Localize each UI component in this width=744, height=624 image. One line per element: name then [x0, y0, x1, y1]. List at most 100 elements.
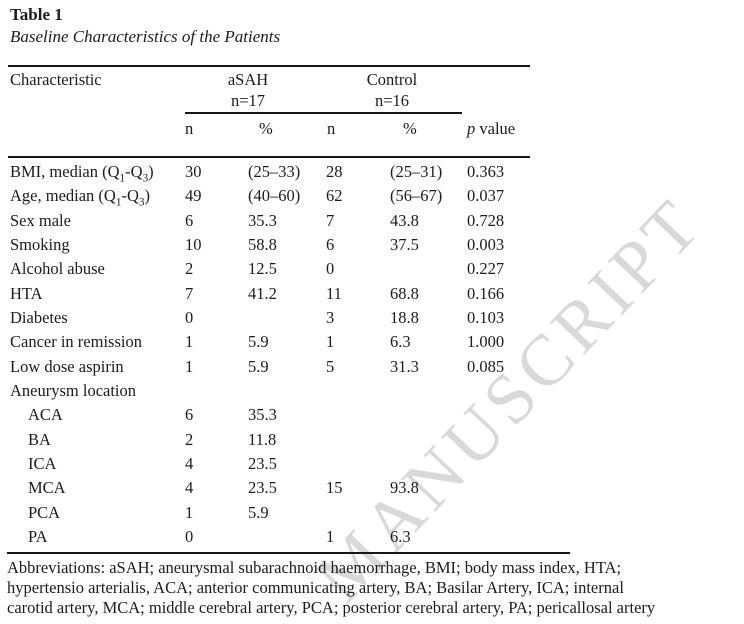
- cell-characteristic: HTA: [10, 283, 43, 303]
- cell-control-n: 11: [326, 283, 342, 303]
- table-row: Alcohol abuse 2 12.5 0 0.227: [0, 258, 744, 282]
- table-row: HTA 7 41.2 11 68.8 0.166: [0, 283, 744, 307]
- subheader-rule: [8, 156, 530, 158]
- cell-characteristic: PCA: [28, 502, 61, 522]
- table-row: Aneurysm location: [0, 380, 744, 404]
- table-row: Cancer in remission 1 5.9 1 6.3 1.000: [0, 331, 744, 355]
- footnote-line: Abbreviations: aSAH; aneurysmal subarach…: [7, 558, 622, 577]
- cell-asah-n: 1: [185, 356, 194, 376]
- table-row: Smoking 10 58.8 6 37.5 0.003: [0, 234, 744, 258]
- table-row: Age, median (Q1-Q3) 49 (40–60) 62 (56–67…: [0, 185, 744, 209]
- cell-asah-pct: 5.9: [248, 502, 269, 522]
- table-row: ACA 6 35.3: [0, 404, 744, 428]
- cell-asah-n: 1: [185, 502, 194, 522]
- cell-p-value: 0.037: [467, 186, 505, 206]
- cell-asah-pct: 5.9: [248, 332, 269, 352]
- cell-asah-pct: 23.5: [248, 478, 277, 498]
- cell-asah-pct: 5.9: [248, 356, 269, 376]
- cell-characteristic: ICA: [28, 454, 57, 474]
- cell-control-pct: (25–31): [390, 162, 443, 181]
- group-header-rule: [185, 112, 462, 114]
- table-body: BMI, median (Q1-Q3) 30 (25–33) 28 (25–31…: [0, 161, 744, 551]
- cell-asah-n: 4: [185, 478, 194, 498]
- cell-control-n: 3: [326, 308, 335, 328]
- table-row: Sex male 6 35.3 7 43.8 0.728: [0, 210, 744, 234]
- table-row: PCA 1 5.9: [0, 502, 744, 526]
- cell-control-pct: 43.8: [390, 210, 419, 230]
- cell-control-pct: 6.3: [390, 332, 411, 352]
- table-subtitle: Baseline Characteristics of the Patients: [10, 27, 281, 46]
- cell-asah-pct: 23.5: [248, 454, 277, 474]
- cell-p-value: 0.166: [467, 283, 505, 303]
- group-control-n: n=16: [374, 91, 410, 110]
- table-row: BA 2 11.8: [0, 429, 744, 453]
- group-asah-n: n=17: [230, 91, 266, 110]
- cell-control-pct: 6.3: [390, 527, 411, 547]
- cell-asah-n: 0: [185, 308, 194, 328]
- cell-p-value: 0.003: [467, 235, 505, 255]
- cell-characteristic: BMI, median (Q1-Q3): [10, 162, 154, 185]
- table-row: MCA 4 23.5 15 93.8: [0, 477, 744, 501]
- cell-asah-n: 6: [185, 405, 194, 425]
- subheader-control-n: n: [327, 119, 336, 138]
- cell-asah-pct: (25–33): [248, 162, 301, 181]
- cell-asah-n: 2: [185, 259, 194, 279]
- cell-p-value: 0.227: [467, 259, 505, 279]
- cell-asah-n: 10: [185, 235, 202, 255]
- cell-asah-n: 6: [185, 210, 194, 230]
- table-row: PA 0 1 6.3: [0, 526, 744, 550]
- table-row: BMI, median (Q1-Q3) 30 (25–33) 28 (25–31…: [0, 161, 744, 185]
- cell-characteristic: Sex male: [10, 210, 71, 230]
- table-row: ICA 4 23.5: [0, 453, 744, 477]
- cell-asah-n: 0: [185, 527, 194, 547]
- cell-characteristic: ACA: [28, 405, 63, 425]
- cell-p-value: 0.728: [467, 210, 505, 230]
- cell-p-value: 0.103: [467, 308, 505, 328]
- cell-characteristic: MCA: [28, 478, 66, 498]
- cell-characteristic: Alcohol abuse: [10, 259, 105, 279]
- cell-asah-pct: (40–60): [248, 186, 301, 206]
- cell-p-value: 0.085: [467, 356, 505, 376]
- table-bottom-rule: [7, 552, 570, 554]
- table-title: Table 1: [10, 5, 63, 24]
- cell-control-n: 1: [326, 527, 335, 547]
- cell-control-pct: 31.3: [390, 356, 419, 376]
- cell-control-pct: 37.5: [390, 235, 419, 255]
- cell-asah-n: 7: [185, 283, 194, 303]
- cell-control-n: 0: [326, 259, 335, 279]
- footnote-line: hypertensio arterialis, ACA; anterior co…: [7, 578, 624, 597]
- cell-asah-pct: 35.3: [248, 210, 277, 230]
- cell-asah-n: 2: [185, 429, 194, 449]
- cell-asah-pct: 58.8: [248, 235, 277, 255]
- group-control-name: Control: [366, 70, 418, 89]
- group-asah-name: aSAH: [227, 70, 269, 89]
- cell-asah-n: 49: [185, 186, 202, 206]
- table-top-rule: [8, 65, 530, 67]
- subheader-p-value: p value: [467, 119, 516, 138]
- table-row: Low dose aspirin 1 5.9 5 31.3 0.085: [0, 356, 744, 380]
- cell-control-n: 15: [326, 478, 343, 498]
- cell-characteristic: Diabetes: [10, 308, 68, 328]
- cell-characteristic: BA: [28, 429, 51, 449]
- cell-p-value: 0.363: [467, 162, 505, 181]
- cell-asah-pct: 12.5: [248, 259, 277, 279]
- footnote-line: carotid artery, MCA; middle cerebral art…: [7, 598, 656, 617]
- cell-asah-n: 30: [185, 162, 202, 181]
- cell-asah-pct: 35.3: [248, 405, 277, 425]
- cell-p-value: 1.000: [467, 332, 505, 352]
- cell-control-n: 6: [326, 235, 335, 255]
- cell-control-n: 62: [326, 186, 343, 206]
- cell-characteristic: Cancer in remission: [10, 332, 142, 352]
- subheader-asah-n: n: [185, 119, 194, 138]
- subheader-control-pct: %: [403, 119, 417, 138]
- cell-control-n: 28: [326, 162, 343, 181]
- subheader-asah-pct: %: [259, 119, 273, 138]
- group-header-control: Control n=16: [322, 69, 462, 111]
- column-header-characteristic: Characteristic: [10, 70, 102, 89]
- cell-characteristic: Aneurysm location: [10, 381, 137, 401]
- cell-control-n: 7: [326, 210, 335, 230]
- table-row: Diabetes 0 3 18.8 0.103: [0, 307, 744, 331]
- cell-control-pct: (56–67): [390, 186, 443, 206]
